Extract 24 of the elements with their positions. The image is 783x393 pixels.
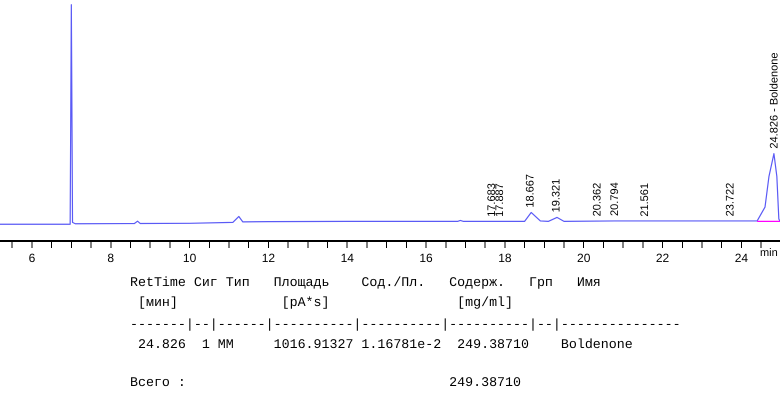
x-tick-label: 16: [419, 251, 434, 266]
annotation: 20.362: [592, 182, 604, 216]
x-tick-label: 24: [734, 251, 748, 266]
annotation: 21.561: [638, 182, 651, 217]
annotation: 19.321: [550, 178, 563, 212]
x-tick-label: 14: [340, 251, 354, 266]
text: -------|--|------|----------|----------|----------|--|---------------: [130, 317, 681, 332]
annotation: 23.722: [724, 182, 736, 216]
text: [мин] [pA*s] [mg/ml]: [130, 295, 514, 310]
x-tick-label: 10: [182, 251, 197, 266]
text: RetTime Сиг Тип Площадь Сод./Пл. Содерж. Грп Имя: [130, 275, 601, 290]
annotation: 17.887: [494, 183, 506, 217]
x-tick-label: 6: [28, 251, 36, 266]
x-tick-label: 8: [107, 251, 114, 266]
x-axis-title: min: [760, 247, 778, 259]
annotation: 18.667: [524, 174, 537, 208]
text: 24.826 1 MM 1016.91327 1.16781e-2 249.38710 Boldenone: [130, 337, 633, 352]
x-tick-label: 18: [498, 251, 512, 266]
annotation: 24.826 - Boldenone: [768, 52, 780, 149]
text: Всего : 249.38710: [130, 375, 522, 390]
x-tick-label: 12: [262, 251, 276, 266]
annotation: 20.794: [609, 182, 622, 216]
x-tick-label: 22: [656, 251, 670, 266]
x-tick-label: 20: [577, 251, 591, 266]
